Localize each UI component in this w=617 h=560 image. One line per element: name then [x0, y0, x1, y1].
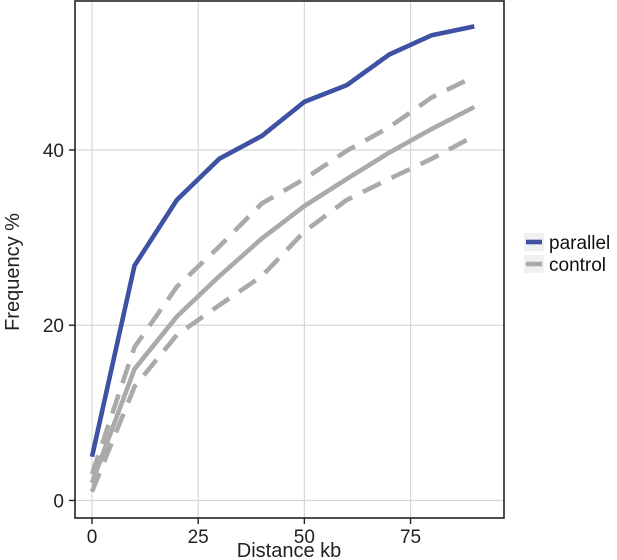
y-axis-ticks — [69, 150, 75, 501]
y-axis-title: Frequency % — [2, 213, 24, 331]
x-tick-label: 0 — [87, 527, 98, 548]
x-tick-label: 25 — [188, 527, 209, 548]
legend-label-parallel: parallel — [549, 233, 610, 254]
y-axis-tick-labels: 0 20 40 — [43, 141, 64, 513]
y-tick-label: 20 — [43, 316, 64, 337]
y-tick-label: 40 — [43, 141, 64, 162]
y-tick-label: 0 — [53, 491, 64, 512]
legend-label-control: control — [549, 255, 606, 276]
x-tick-label: 75 — [400, 527, 421, 548]
x-axis-ticks — [92, 518, 411, 524]
x-axis-title: Distance kb — [237, 540, 342, 560]
